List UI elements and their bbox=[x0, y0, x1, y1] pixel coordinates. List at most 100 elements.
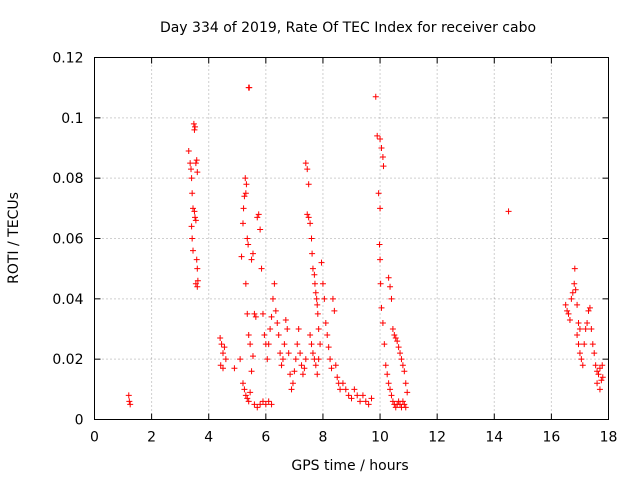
data-point bbox=[240, 205, 247, 212]
data-point bbox=[222, 356, 229, 363]
data-point bbox=[377, 280, 384, 287]
x-tick-label: 16 bbox=[542, 430, 560, 446]
data-point bbox=[315, 326, 322, 332]
data-point bbox=[194, 283, 201, 290]
x-tick-label: 4 bbox=[204, 430, 213, 446]
data-point bbox=[285, 350, 292, 357]
data-point bbox=[334, 374, 341, 381]
data-point bbox=[379, 154, 386, 161]
data-point bbox=[251, 310, 258, 317]
data-point bbox=[378, 145, 385, 151]
data-point bbox=[359, 392, 366, 399]
data-point bbox=[337, 386, 344, 393]
data-point bbox=[576, 326, 583, 332]
data-point bbox=[268, 401, 275, 408]
data-point bbox=[191, 208, 198, 215]
data-point bbox=[313, 295, 320, 302]
data-point bbox=[314, 310, 321, 317]
data-point bbox=[380, 163, 387, 170]
data-point bbox=[287, 371, 294, 378]
data-point bbox=[569, 289, 576, 296]
y-tick-label: 0.04 bbox=[52, 292, 83, 308]
data-point bbox=[387, 283, 394, 290]
data-point bbox=[388, 295, 395, 302]
data-point bbox=[220, 365, 226, 372]
data-point bbox=[257, 401, 264, 408]
data-point bbox=[275, 332, 282, 339]
data-point bbox=[329, 295, 336, 302]
data-point bbox=[242, 392, 249, 399]
data-point bbox=[392, 335, 399, 342]
data-point bbox=[292, 356, 299, 363]
data-point bbox=[268, 313, 275, 320]
data-point bbox=[401, 368, 408, 375]
data-point bbox=[591, 350, 598, 357]
data-point bbox=[387, 386, 394, 393]
data-point bbox=[255, 211, 262, 218]
data-point bbox=[382, 362, 389, 369]
data-point bbox=[277, 350, 284, 357]
data-point bbox=[404, 389, 411, 396]
data-point bbox=[594, 380, 601, 387]
data-point bbox=[351, 386, 358, 393]
data-point bbox=[575, 319, 582, 326]
data-point bbox=[309, 250, 316, 257]
data-point bbox=[315, 356, 322, 363]
data-point bbox=[311, 280, 318, 287]
data-point bbox=[565, 310, 572, 317]
data-point bbox=[596, 365, 603, 372]
data-point bbox=[391, 332, 398, 339]
data-point bbox=[312, 289, 319, 296]
data-point bbox=[377, 205, 384, 212]
data-point bbox=[244, 235, 251, 242]
data-point bbox=[398, 356, 405, 363]
y-tick-label: 0.08 bbox=[52, 171, 83, 187]
data-point bbox=[311, 271, 318, 278]
data-point bbox=[217, 335, 224, 342]
data-point bbox=[574, 332, 581, 339]
data-point bbox=[294, 341, 301, 348]
data-point bbox=[254, 404, 261, 411]
data-point bbox=[399, 362, 406, 369]
data-point bbox=[372, 93, 379, 100]
data-point bbox=[279, 356, 286, 363]
data-point bbox=[327, 356, 334, 363]
data-point bbox=[298, 362, 305, 369]
data-point bbox=[188, 175, 195, 182]
data-point bbox=[295, 326, 302, 332]
y-tick-label: 0.06 bbox=[52, 232, 83, 248]
y-tick-label: 0.02 bbox=[52, 352, 83, 368]
data-point bbox=[362, 398, 369, 405]
data-point bbox=[574, 301, 581, 308]
data-point bbox=[259, 398, 266, 405]
data-point bbox=[252, 313, 259, 320]
data-point bbox=[314, 301, 321, 308]
data-point bbox=[317, 341, 324, 348]
data-point bbox=[365, 401, 372, 408]
data-point bbox=[191, 126, 198, 133]
x-axis-title: GPS time / hours bbox=[291, 458, 408, 474]
data-point bbox=[307, 332, 314, 339]
y-tick-label: 0 bbox=[75, 413, 84, 429]
data-point bbox=[309, 265, 316, 272]
data-point bbox=[282, 316, 289, 323]
y-axis-title: ROTI / TECUs bbox=[6, 192, 22, 284]
x-tick-label: 12 bbox=[428, 430, 446, 446]
data-point bbox=[505, 208, 512, 215]
data-point bbox=[312, 362, 319, 369]
data-point bbox=[321, 295, 328, 302]
data-point bbox=[599, 374, 606, 381]
data-point bbox=[568, 295, 575, 302]
data-point bbox=[402, 380, 409, 387]
data-point bbox=[581, 341, 588, 348]
data-point bbox=[378, 304, 385, 311]
data-point bbox=[584, 319, 591, 326]
data-point bbox=[307, 220, 314, 227]
data-point bbox=[595, 371, 602, 378]
data-point bbox=[585, 307, 592, 314]
data-point bbox=[596, 386, 603, 393]
data-point bbox=[267, 326, 274, 332]
grid bbox=[94, 57, 609, 420]
data-point bbox=[318, 259, 325, 266]
